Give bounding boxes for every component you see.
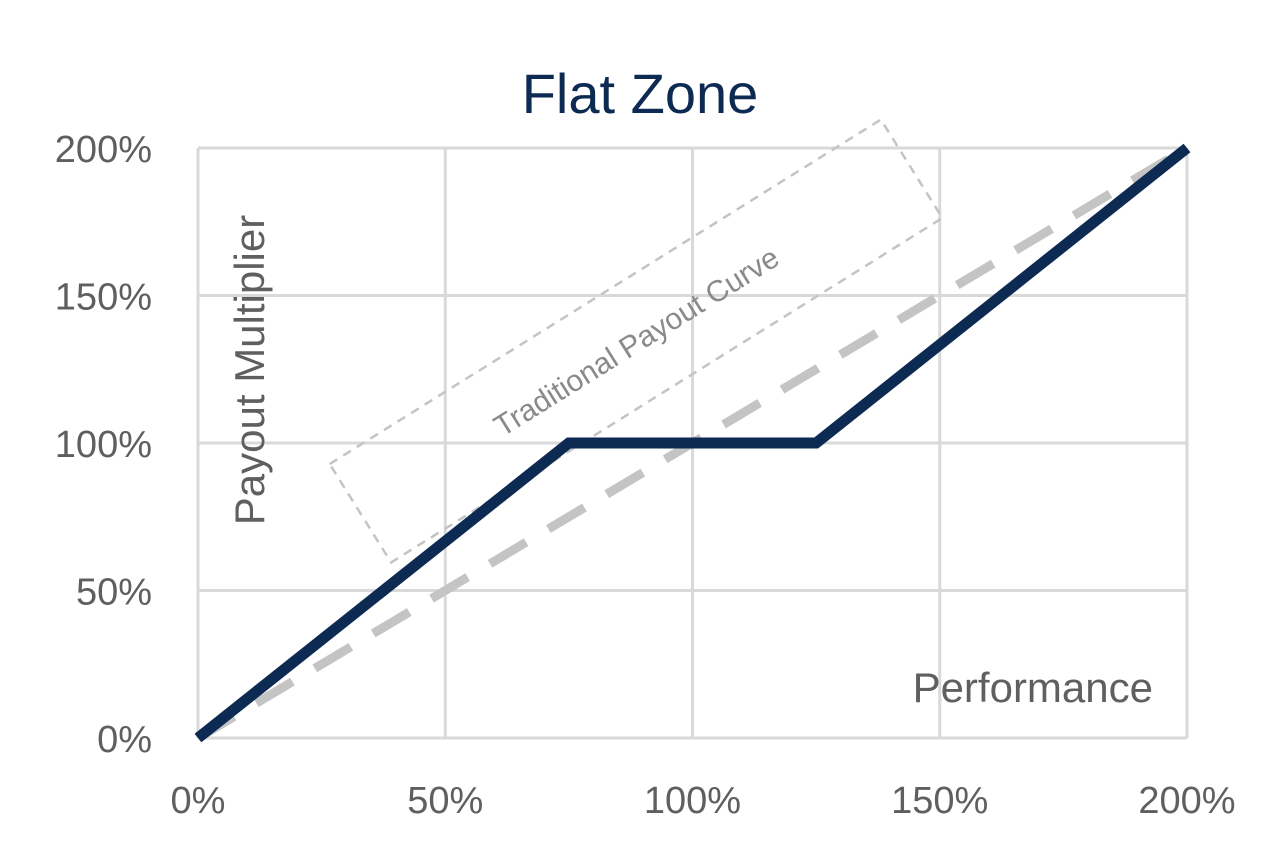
- x-tick-label: 0%: [171, 780, 226, 822]
- y-tick-label: 150%: [55, 277, 152, 319]
- traditional-curve-annotation: Traditional Payout Curve: [327, 117, 945, 565]
- x-tick-labels: 0% 50% 100% 150% 200%: [171, 780, 1236, 822]
- x-axis-label: Performance: [913, 664, 1153, 711]
- annotation-box: [327, 117, 945, 565]
- x-tick-label: 150%: [891, 780, 988, 822]
- x-tick-label: 50%: [407, 780, 483, 822]
- y-tick-label: 200%: [55, 129, 152, 171]
- y-tick-labels: 0% 50% 100% 150% 200%: [55, 129, 152, 761]
- x-tick-label: 200%: [1138, 780, 1235, 822]
- y-tick-label: 0%: [97, 719, 152, 761]
- chart-title: Flat Zone: [522, 62, 759, 125]
- series-lines: [194, 143, 1191, 743]
- y-tick-label: 50%: [76, 572, 152, 614]
- y-axis-label: Payout Multiplier: [226, 215, 273, 525]
- x-tick-label: 100%: [644, 780, 741, 822]
- flat-zone-payout-line: [194, 143, 1191, 743]
- y-tick-label: 100%: [55, 424, 152, 466]
